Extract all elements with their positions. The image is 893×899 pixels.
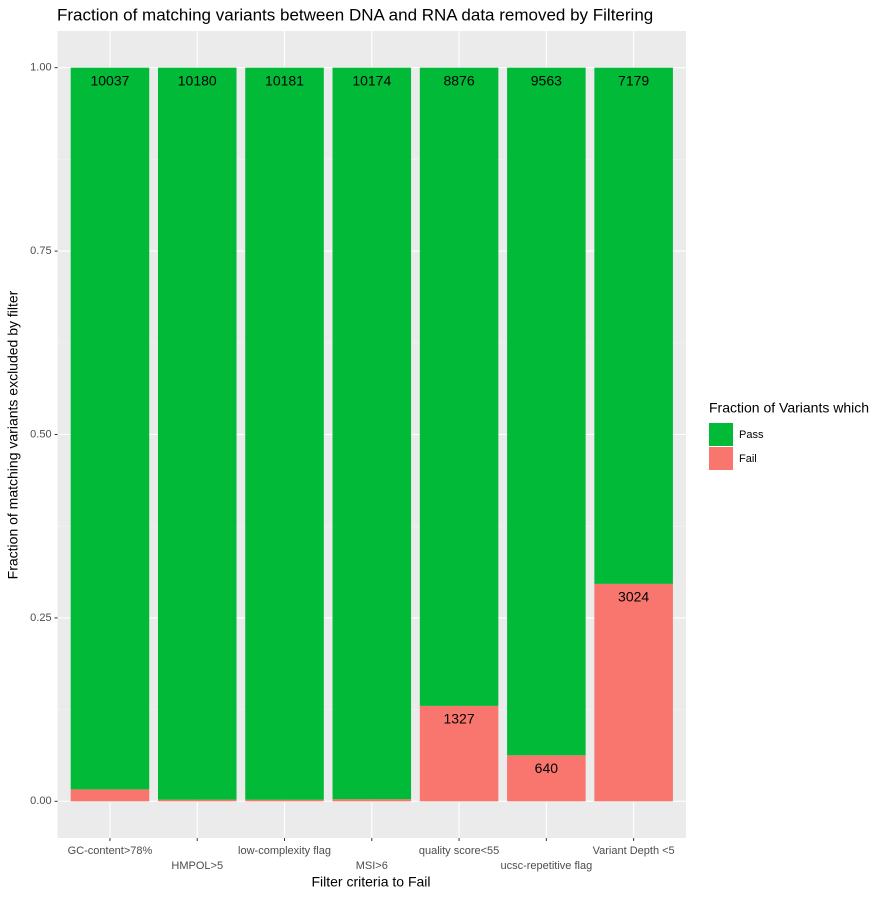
x-axis-title: Filter criteria to Fail: [311, 874, 430, 890]
legend-title: Fraction of Variants which: [709, 400, 869, 416]
x-tick-label: quality score<55: [419, 845, 499, 857]
legend-label: Pass: [739, 429, 764, 441]
bar-segment: [70, 67, 150, 790]
data-label: 8876: [443, 72, 474, 88]
y-tick-label: 0.50: [30, 428, 51, 440]
legend-label: Fail: [739, 453, 757, 465]
data-label: 3024: [618, 589, 649, 605]
legend-key: [709, 423, 733, 446]
bar-segment: [157, 799, 237, 802]
y-tick-label: 1.00: [30, 62, 51, 74]
bar-segment: [157, 67, 237, 800]
y-tick-label: 0.00: [30, 795, 51, 807]
x-tick-label: ucsc-repetitive flag: [500, 860, 592, 872]
data-label: 7179: [618, 72, 649, 88]
data-label: 10181: [265, 72, 304, 88]
data-label: 10037: [90, 72, 129, 88]
x-tick-label: Variant Depth <5: [593, 845, 675, 857]
bar-segment: [507, 67, 586, 756]
y-tick-label: 0.25: [30, 612, 51, 624]
x-tick-label: GC-content>78%: [68, 845, 153, 857]
bar-segment: [594, 67, 673, 584]
legend-key: [709, 447, 733, 470]
bar-segment: [70, 789, 150, 802]
bar-segment: [332, 799, 412, 802]
data-label: 1327: [443, 711, 474, 727]
bar-segment: [507, 755, 586, 802]
bar-segment: [245, 67, 324, 800]
bar-segment: [419, 705, 499, 802]
bar-segment: [332, 67, 412, 800]
data-label: 640: [535, 760, 559, 776]
data-label: 10174: [352, 72, 391, 88]
y-axis-title: Fraction of matching variants excluded b…: [5, 290, 21, 579]
x-tick-label: HMPOL>5: [171, 860, 223, 872]
x-tick-label: low-complexity flag: [238, 845, 331, 857]
data-label: 9563: [531, 72, 562, 88]
bar-segment: [419, 67, 499, 706]
chart-title: Fraction of matching variants between DN…: [57, 5, 653, 24]
y-tick-label: 0.75: [30, 245, 51, 257]
x-tick-label: MSI>6: [356, 860, 388, 872]
data-label: 10180: [178, 72, 217, 88]
bar-segment: [245, 799, 324, 802]
bar-segment: [594, 583, 673, 802]
